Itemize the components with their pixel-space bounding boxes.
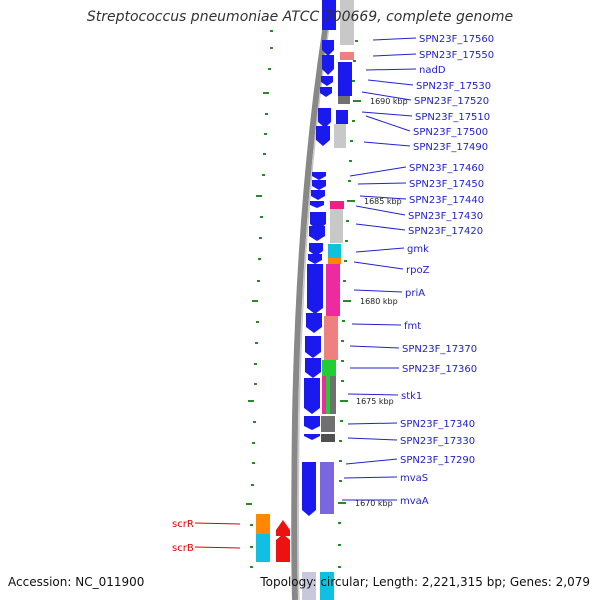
kbp-marker: 1685 kbp <box>364 197 402 206</box>
genome-backbone <box>291 0 333 600</box>
gene-label: SPN23F_17510 <box>415 112 490 123</box>
gene-label: SPN23F_17520 <box>414 96 489 107</box>
callout-lines-red <box>194 522 241 549</box>
gene-label: SPN23F_17460 <box>409 163 484 174</box>
gene-label: rpoZ <box>406 265 430 276</box>
gene-label: gmk <box>407 244 429 255</box>
gene-label: SPN23F_17340 <box>400 419 475 430</box>
gene-labels: SPN23F_17560 SPN23F_17550 nadD SPN23F_17… <box>172 34 494 554</box>
kbp-marker: 1670 kbp <box>355 499 393 508</box>
gene-label-red: scrR <box>172 519 194 530</box>
kbp-marker: 1680 kbp <box>360 297 398 306</box>
map-title: Streptococcus pneumoniae ATCC 700669, co… <box>86 9 514 25</box>
gene-label: SPN23F_17430 <box>408 211 483 222</box>
gene-label: SPN23F_17500 <box>413 127 488 138</box>
gene-label: SPN23F_17440 <box>409 195 484 206</box>
gene-label: SPN23F_17360 <box>402 364 477 375</box>
gene-label: SPN23F_17490 <box>413 142 488 153</box>
gene-label: SPN23F_17330 <box>400 436 475 447</box>
gene-label: priA <box>405 288 425 299</box>
kbp-markers: 1690 kbp 1685 kbp 1680 kbp 1675 kbp 1670… <box>355 97 408 508</box>
gene-label: SPN23F_17550 <box>419 50 494 61</box>
length-label: Length: 2,221,315 bp <box>372 575 502 589</box>
gene-label: mvaS <box>400 473 428 484</box>
genome-summary: Topology: circular; Length: 2,221,315 bp… <box>260 575 590 589</box>
gene-label: stk1 <box>401 391 422 402</box>
gene-label-red: scrB <box>172 543 194 554</box>
accession-label: Accession: NC_011900 <box>8 575 145 589</box>
gene-label: SPN23F_17450 <box>409 179 484 190</box>
gene-label: SPN23F_17420 <box>408 226 483 237</box>
kbp-marker: 1690 kbp <box>370 97 408 106</box>
callout-lines <box>342 37 417 501</box>
inner-tick-marks <box>338 40 361 568</box>
gene-label: SPN23F_17290 <box>400 455 475 466</box>
outer-tick-marks <box>246 30 273 568</box>
gene-label: mvaA <box>400 496 429 507</box>
cds-track <box>256 0 354 600</box>
gene-label: nadD <box>419 65 446 76</box>
gene-label: SPN23F_17370 <box>402 344 477 355</box>
gene-label: SPN23F_17560 <box>419 34 494 45</box>
gene-label: SPN23F_17530 <box>416 81 491 92</box>
topology-label: Topology: circular <box>260 575 365 589</box>
gene-count-label: Genes: 2,079 <box>509 575 590 589</box>
gene-label: fmt <box>404 321 421 332</box>
kbp-marker: 1675 kbp <box>356 397 394 406</box>
